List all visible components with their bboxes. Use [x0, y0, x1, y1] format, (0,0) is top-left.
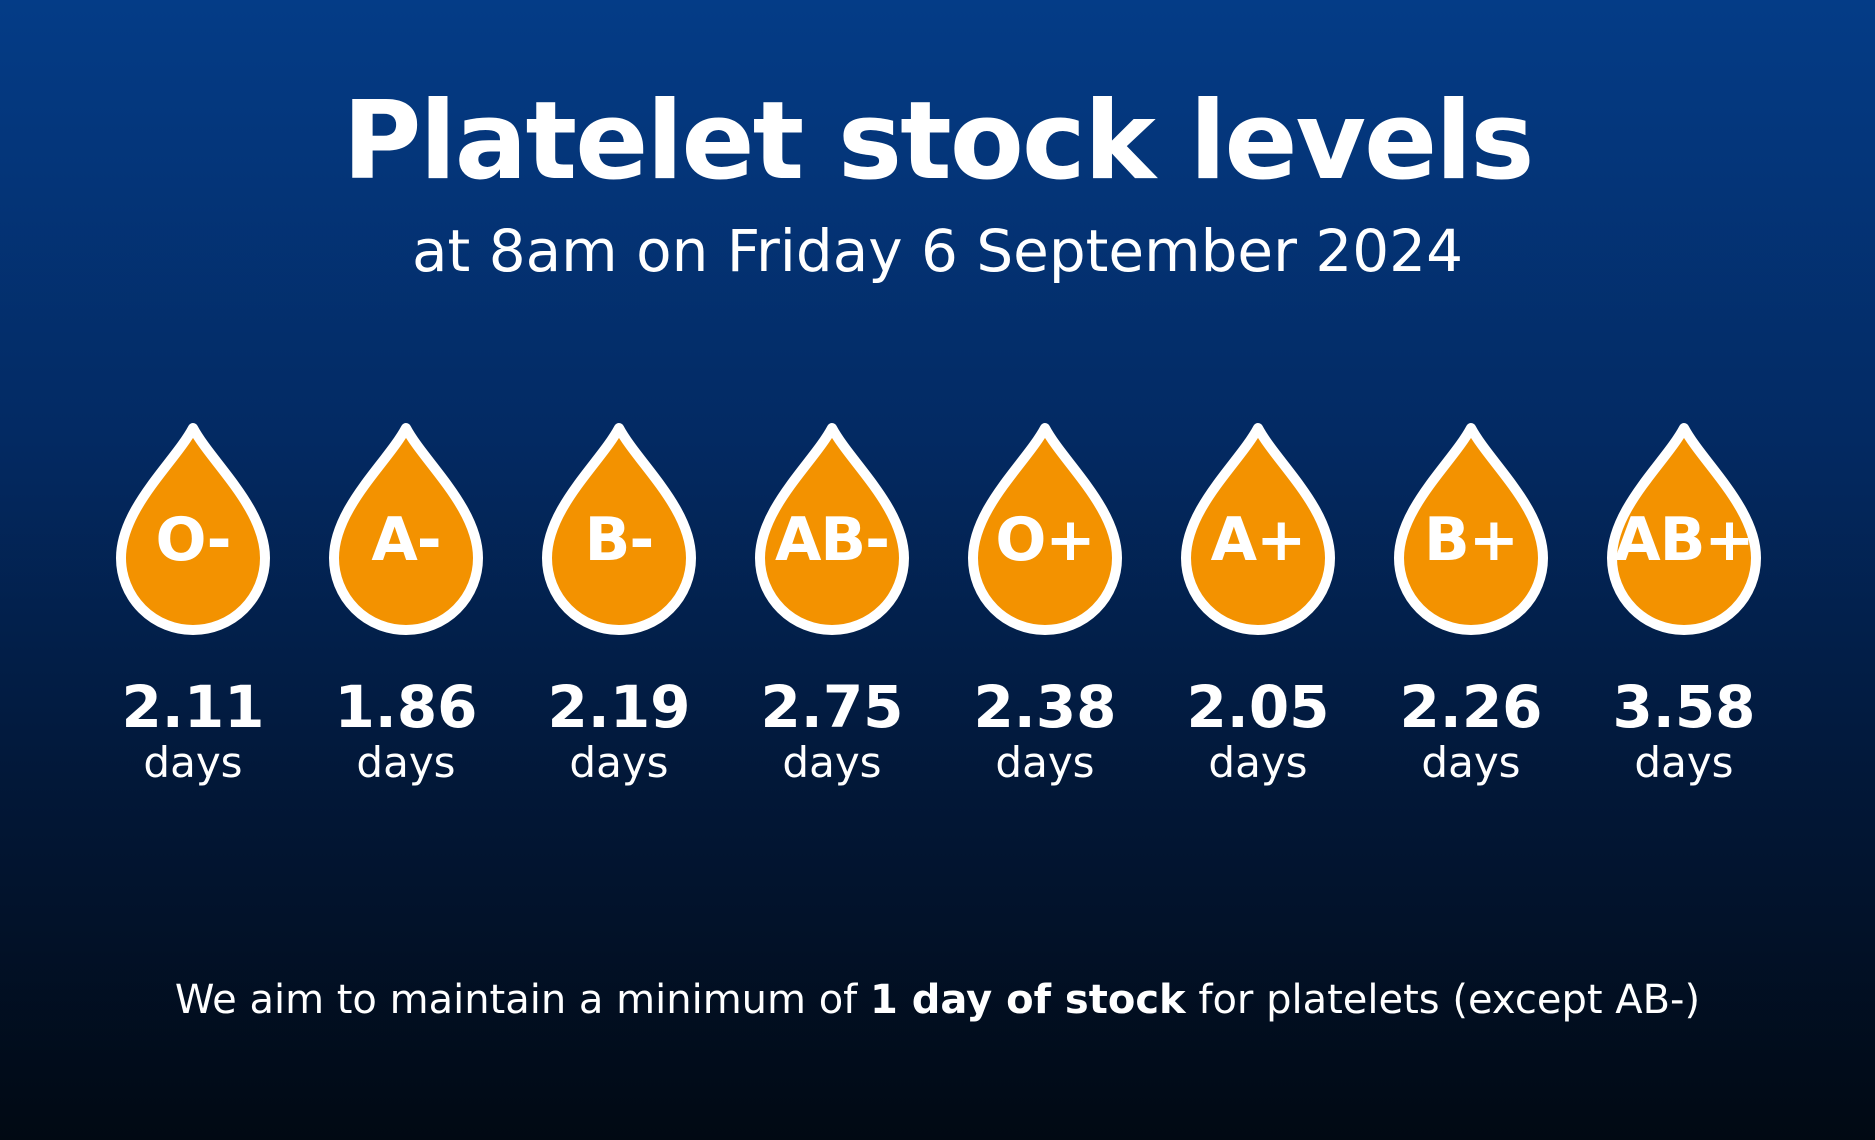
blood-group-label: AB-: [774, 505, 890, 575]
blood-drop-icon: [755, 423, 909, 635]
blood-group-item: AB+ 3.58 days: [1594, 420, 1774, 800]
blood-drop-shape: [542, 423, 696, 635]
blood-drop-shape: [1181, 423, 1335, 635]
blood-drop-shape: [1607, 423, 1761, 635]
blood-drop-icon: [1607, 423, 1761, 635]
page-subtitle: at 8am on Friday 6 September 2024: [412, 217, 1463, 285]
blood-group-item: B- 2.19 days: [529, 420, 709, 800]
blood-group-label: AB+: [1614, 505, 1754, 575]
stock-days-value: 1.86: [334, 673, 478, 741]
stock-days-unit: days: [1421, 738, 1521, 787]
stock-days-unit: days: [782, 738, 882, 787]
stock-target-note: We aim to maintain a minimum of 1 day of…: [0, 980, 1875, 1020]
stock-days-value: 2.05: [1186, 673, 1330, 741]
stock-days-value: 2.26: [1399, 673, 1543, 741]
blood-group-label: B+: [1423, 505, 1519, 575]
stock-days-unit: days: [143, 738, 243, 787]
blood-group-item: A+ 2.05 days: [1168, 420, 1348, 800]
blood-group-item: O- 2.11 days: [103, 420, 283, 800]
blood-drop-icon: [968, 423, 1122, 635]
blood-group-item: AB- 2.75 days: [742, 420, 922, 800]
stock-days-unit: days: [1634, 738, 1734, 787]
blood-drop-icon: [1181, 423, 1335, 635]
stock-days-unit: days: [569, 738, 669, 787]
stock-days-value: 2.11: [121, 673, 265, 741]
stock-days-unit: days: [995, 738, 1095, 787]
page-title: Platelet stock levels: [342, 79, 1534, 204]
blood-drop-icon: [542, 423, 696, 635]
blood-group-row: O- 2.11 days A- 1.86 days B- 2.19 days AB- 2.75 day…: [0, 420, 1875, 820]
blood-group-item: O+ 2.38 days: [955, 420, 1135, 800]
blood-group-label: A-: [371, 505, 441, 575]
blood-group-label: B-: [584, 505, 655, 575]
blood-drop-icon: [116, 423, 270, 635]
blood-drop-shape: [755, 423, 909, 635]
blood-drop-shape: [968, 423, 1122, 635]
stock-days-unit: days: [356, 738, 456, 787]
blood-group-label: O+: [995, 505, 1095, 575]
stock-days-value: 3.58: [1612, 673, 1756, 741]
note-prefix: We aim to maintain a minimum of: [174, 977, 870, 1023]
blood-drop-shape: [1394, 423, 1548, 635]
blood-group-item: B+ 2.26 days: [1381, 420, 1561, 800]
stock-days-unit: days: [1208, 738, 1308, 787]
blood-drop-shape: [116, 423, 270, 635]
stock-days-value: 2.38: [973, 673, 1117, 741]
note-suffix: for platelets (except AB-): [1185, 977, 1701, 1023]
stock-days-value: 2.19: [547, 673, 691, 741]
blood-drop-shape: [329, 423, 483, 635]
blood-group-item: A- 1.86 days: [316, 420, 496, 800]
blood-group-label: A+: [1210, 505, 1307, 575]
stock-days-value: 2.75: [760, 673, 904, 741]
blood-drop-icon: [1394, 423, 1548, 635]
blood-drop-icon: [329, 423, 483, 635]
note-emphasis: 1 day of stock: [869, 977, 1186, 1023]
blood-group-label: O-: [155, 505, 231, 575]
